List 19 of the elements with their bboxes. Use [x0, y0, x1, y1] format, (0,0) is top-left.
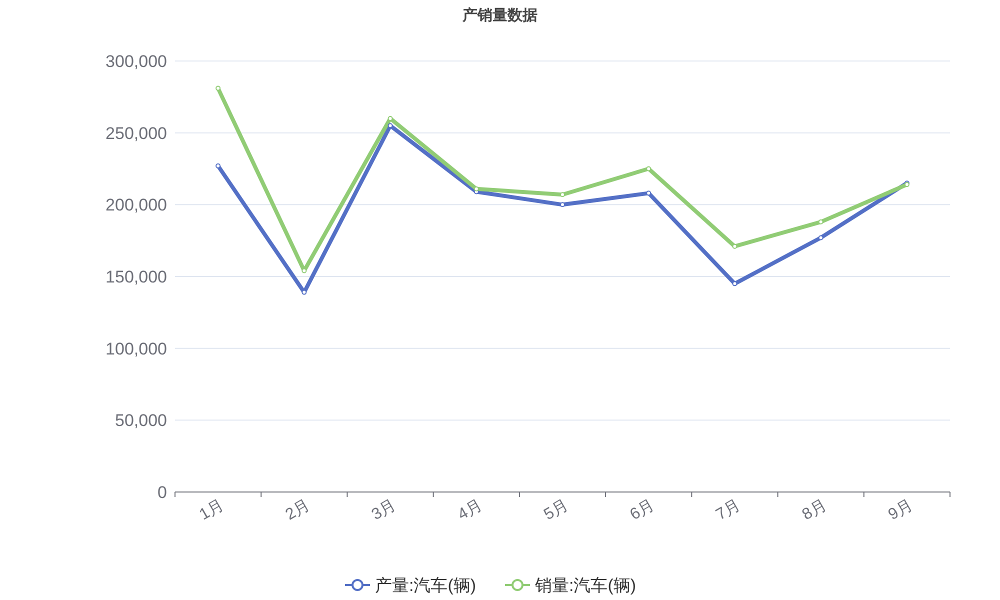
y-tick-label: 100,000	[106, 339, 167, 358]
y-tick-label: 50,000	[115, 411, 167, 430]
y-tick-label: 250,000	[106, 124, 167, 143]
legend-label: 产量:汽车(辆)	[375, 576, 476, 595]
x-tick-label: 4月	[455, 496, 486, 524]
x-tick-label: 2月	[282, 496, 313, 524]
y-tick-label: 0	[158, 483, 167, 502]
x-tick-label: 7月	[713, 496, 744, 524]
x-tick-label: 1月	[196, 496, 227, 524]
x-tick-label: 3月	[368, 496, 400, 524]
x-tick-label: 9月	[886, 496, 916, 524]
y-tick-label: 200,000	[106, 196, 167, 215]
x-tick-label: 5月	[541, 496, 572, 524]
x-tick-label: 6月	[627, 496, 658, 524]
legend-label: 销量:汽车(辆)	[534, 576, 636, 595]
y-tick-label: 150,000	[106, 268, 167, 286]
chart-title: 产销量数据	[462, 7, 538, 24]
y-tick-label: 300,000	[106, 52, 167, 71]
x-tick-label: 8月	[800, 496, 830, 524]
